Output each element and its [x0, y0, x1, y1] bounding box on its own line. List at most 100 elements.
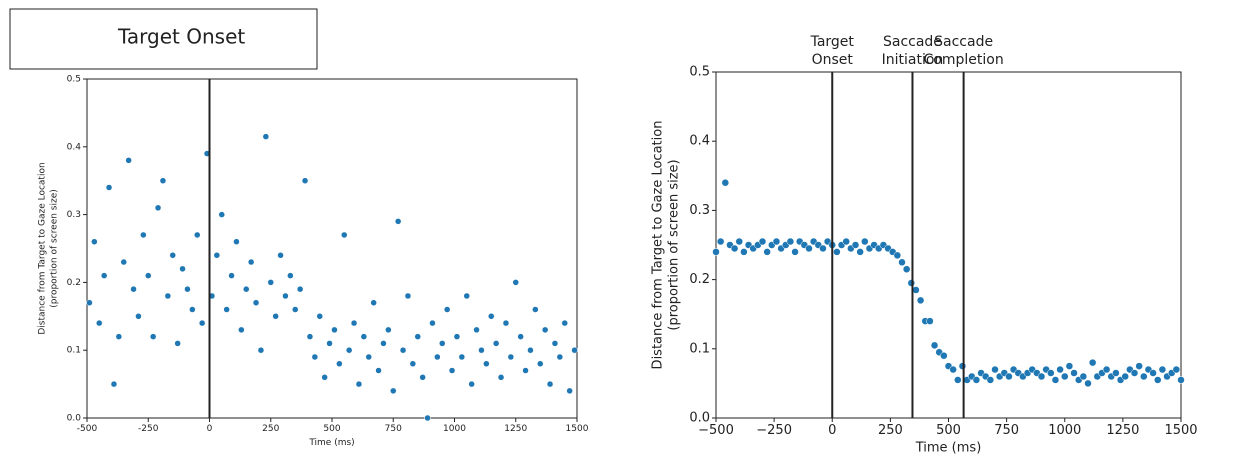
x-tick-label: 1500 [1164, 423, 1197, 438]
y-axis-label: (proportion of screen size) [667, 159, 682, 330]
point [551, 340, 559, 347]
point [954, 376, 962, 384]
point [409, 360, 417, 368]
point [571, 346, 578, 354]
point [763, 248, 771, 256]
point [1130, 369, 1139, 377]
point [429, 319, 436, 327]
event-label: Target [810, 34, 855, 50]
point [198, 319, 206, 327]
point [991, 365, 999, 374]
point [233, 238, 240, 245]
point [100, 272, 108, 279]
point [556, 353, 564, 361]
point [1084, 379, 1092, 388]
point [414, 333, 421, 340]
x-tick-label: 1000 [443, 424, 466, 434]
y-tick-label: 0.0 [689, 411, 710, 426]
point [1102, 365, 1111, 374]
point [488, 313, 495, 320]
point [86, 299, 93, 306]
x-axis-label: Time (ms) [915, 441, 982, 456]
point [110, 380, 118, 388]
x-tick-label: 500 [323, 424, 340, 434]
point [419, 374, 426, 381]
point [159, 177, 167, 184]
point [243, 285, 250, 293]
point [721, 178, 730, 187]
x-tick-label: -500 [77, 424, 98, 434]
point [306, 333, 314, 340]
point [1135, 362, 1143, 370]
point [1172, 365, 1181, 374]
x-tick-label: -250 [138, 424, 159, 434]
event-label: Onset [812, 52, 854, 68]
point [758, 237, 767, 246]
point [443, 306, 451, 313]
point [105, 184, 113, 191]
point [833, 248, 841, 256]
y-tick-label: 0.3 [689, 203, 710, 218]
point [949, 365, 957, 374]
x-tick-label: 1250 [1106, 423, 1139, 438]
x-tick-label: 250 [262, 424, 279, 434]
point [907, 279, 916, 287]
point [861, 237, 869, 246]
point [541, 326, 549, 334]
event-label: Saccade [883, 34, 942, 50]
point [972, 376, 981, 384]
point [120, 258, 127, 266]
point [149, 333, 157, 340]
x-tick-label: 750 [994, 423, 1019, 438]
y-axis-label: (proportion of screen size) [50, 189, 60, 308]
point [1140, 372, 1148, 381]
point [311, 353, 319, 361]
point [399, 346, 407, 354]
y-tick-label: 0.2 [689, 272, 710, 287]
point [1061, 372, 1069, 381]
point [252, 299, 260, 306]
point [483, 360, 490, 368]
event-label: Completion [924, 52, 1004, 68]
point [292, 306, 299, 313]
point [326, 340, 333, 347]
point [316, 313, 323, 320]
point [164, 292, 172, 300]
point [1112, 369, 1120, 377]
point [1079, 372, 1088, 381]
point [716, 237, 725, 246]
point [786, 237, 795, 246]
y-tick-label: 0.4 [67, 142, 82, 152]
point [1037, 372, 1046, 381]
point [916, 296, 925, 305]
point [926, 317, 934, 325]
point [730, 244, 739, 253]
point [805, 244, 813, 253]
x-tick-label: 750 [385, 424, 402, 434]
point [301, 177, 309, 184]
y-tick-label: 0.1 [689, 341, 710, 356]
point [296, 285, 304, 293]
x-tick-label: 0 [828, 423, 836, 438]
x-tick-label: 250 [878, 423, 903, 438]
point [223, 306, 230, 313]
x-tick-label: 500 [936, 423, 961, 438]
y-tick-label: 0.2 [67, 278, 81, 288]
point [930, 341, 939, 350]
point [91, 238, 98, 245]
point [1070, 369, 1078, 377]
event-label: Initiation [882, 52, 944, 68]
point [1149, 369, 1157, 377]
point [267, 279, 274, 286]
point [238, 326, 245, 334]
point [130, 285, 137, 293]
point [424, 414, 431, 422]
point [986, 376, 995, 384]
point [912, 286, 920, 294]
point [115, 333, 123, 340]
point [228, 272, 235, 279]
y-tick-label: 0.5 [689, 65, 710, 80]
point [468, 380, 475, 388]
y-tick-label: 0.0 [67, 414, 82, 424]
x-tick-label: −500 [698, 423, 734, 438]
